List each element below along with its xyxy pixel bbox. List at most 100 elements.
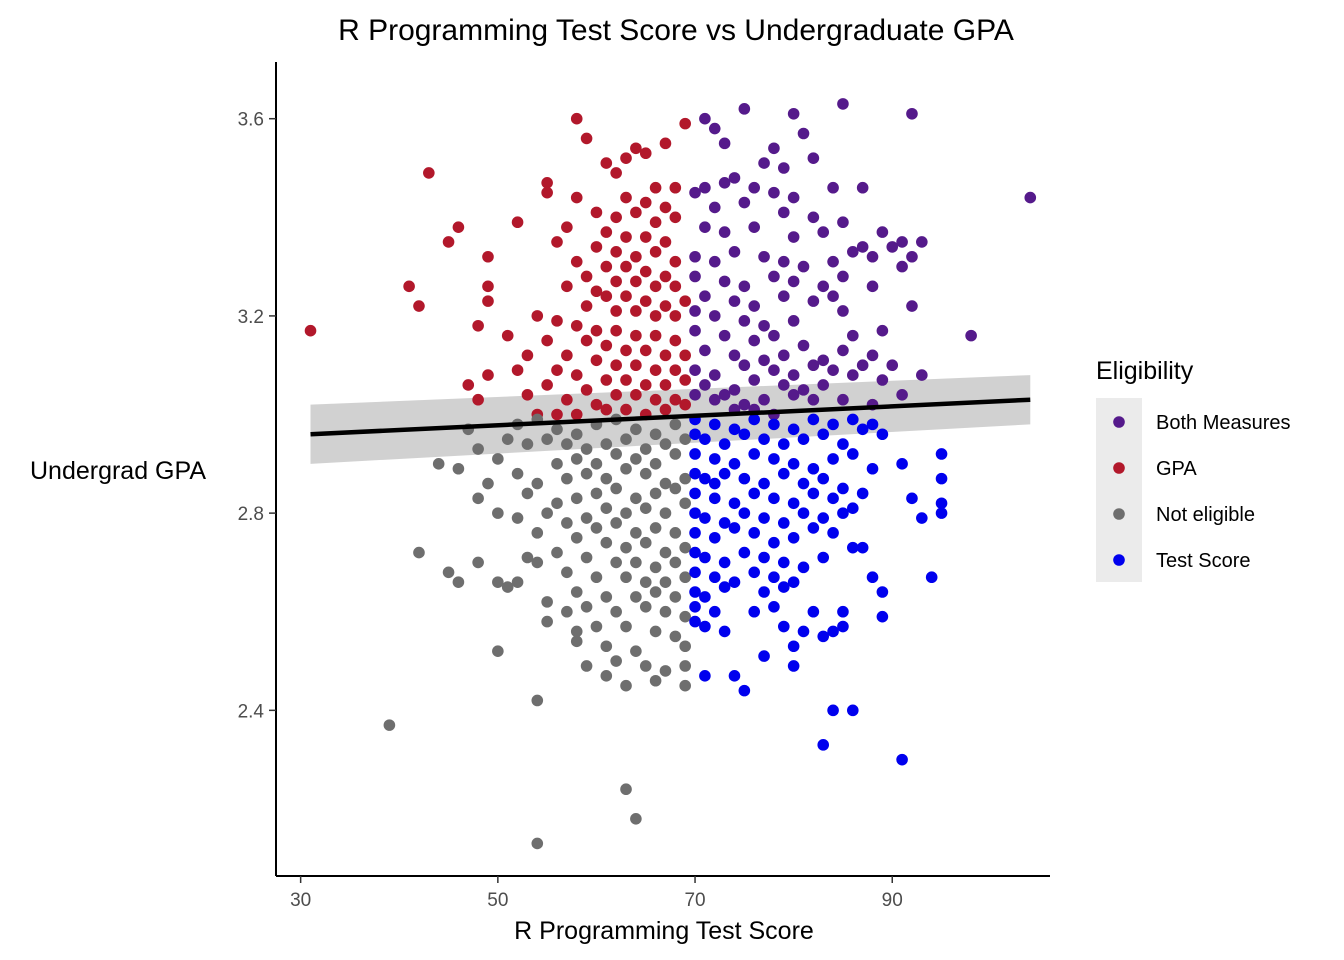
data-point	[728, 384, 741, 396]
data-point	[708, 605, 721, 618]
data-point	[551, 458, 563, 470]
data-point	[521, 487, 534, 500]
data-point	[797, 561, 810, 574]
data-point	[768, 329, 780, 342]
data-point	[561, 472, 573, 485]
data-point	[511, 576, 524, 588]
data-point	[787, 531, 800, 544]
data-point	[511, 467, 524, 480]
data-point	[432, 458, 445, 470]
data-point	[620, 191, 632, 204]
data-point	[561, 605, 573, 618]
data-point	[768, 453, 780, 465]
data-point	[511, 364, 524, 376]
data-point	[847, 541, 859, 554]
data-point	[669, 211, 682, 224]
data-point	[718, 467, 731, 480]
data-point	[876, 586, 889, 598]
data-point	[630, 423, 642, 436]
data-point	[600, 670, 613, 682]
confidence-band	[310, 375, 1031, 464]
x-tick-label: 70	[684, 890, 705, 911]
data-point	[580, 467, 593, 480]
x-tick-label: 90	[882, 890, 903, 911]
data-point	[738, 428, 751, 441]
data-point	[659, 665, 672, 677]
data-point	[817, 472, 830, 485]
data-point	[630, 305, 642, 317]
data-point	[669, 482, 682, 495]
data-point	[837, 620, 849, 633]
data-point	[748, 374, 761, 386]
legend-label: Test Score	[1156, 550, 1250, 572]
data-point	[689, 388, 701, 401]
data-point	[649, 310, 662, 322]
data-point	[728, 172, 741, 184]
data-point	[482, 369, 494, 381]
data-point	[580, 601, 593, 613]
data-point	[777, 162, 790, 174]
data-point	[570, 191, 583, 204]
data-point	[561, 566, 573, 579]
data-point	[837, 305, 849, 317]
data-point	[561, 393, 573, 406]
data-point	[699, 221, 711, 233]
data-point	[590, 571, 603, 584]
x-tick-label: 50	[487, 890, 508, 911]
data-point	[669, 591, 682, 603]
data-point	[590, 285, 603, 298]
data-point	[521, 349, 534, 362]
data-point	[620, 571, 632, 584]
data-point	[669, 334, 682, 347]
data-point	[708, 122, 721, 135]
data-point	[659, 349, 672, 362]
data-point	[827, 492, 839, 505]
trend-line	[310, 397, 1031, 437]
data-point	[827, 453, 839, 465]
data-point	[541, 334, 553, 347]
data-point	[787, 497, 800, 510]
data-point	[590, 206, 603, 219]
plot-area	[304, 98, 1037, 850]
data-point	[561, 349, 573, 362]
data-point	[531, 477, 544, 490]
data-point	[699, 112, 711, 125]
data-point	[699, 379, 711, 391]
data-point	[669, 393, 682, 406]
data-point	[551, 315, 563, 327]
data-point	[620, 679, 632, 692]
data-point	[718, 176, 731, 189]
legend-key	[1113, 462, 1125, 474]
data-point	[551, 497, 563, 510]
data-point	[679, 640, 691, 653]
data-point	[649, 428, 662, 441]
data-point	[708, 492, 721, 505]
data-point	[728, 295, 741, 307]
series-not-eligible	[383, 413, 691, 850]
data-point	[679, 660, 691, 672]
data-point	[837, 344, 849, 357]
data-point	[689, 305, 701, 317]
data-point	[699, 670, 711, 682]
data-point	[797, 339, 810, 352]
data-point	[570, 319, 583, 332]
data-point	[738, 684, 751, 697]
data-point	[551, 236, 563, 248]
data-point	[600, 403, 613, 416]
data-point	[689, 428, 701, 441]
data-point	[649, 625, 662, 638]
data-point	[551, 423, 563, 436]
data-point	[787, 275, 800, 288]
data-point	[718, 517, 731, 529]
data-point	[590, 458, 603, 470]
data-point	[590, 522, 603, 534]
data-point	[630, 329, 642, 342]
data-point	[856, 359, 869, 372]
data-point	[807, 359, 820, 372]
series-both-measures	[689, 98, 1037, 421]
data-point	[758, 650, 770, 662]
data-point	[847, 369, 859, 381]
data-point	[748, 413, 761, 426]
data-point	[600, 260, 613, 273]
data-point	[649, 216, 662, 229]
